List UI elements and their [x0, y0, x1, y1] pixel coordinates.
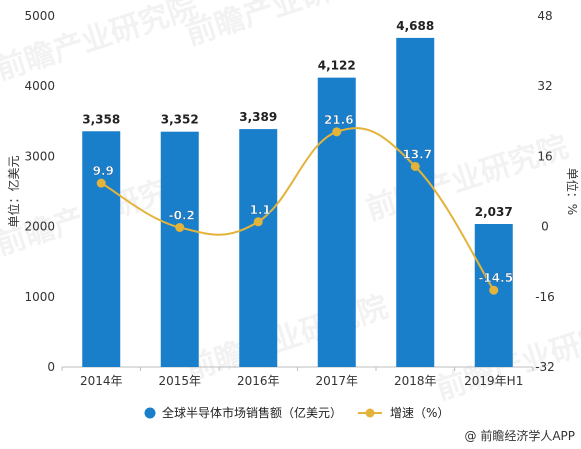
y2-tick-label: -32 [535, 360, 555, 374]
line-point [489, 285, 499, 295]
bar [160, 131, 199, 367]
bar [82, 131, 121, 367]
line-value-label: 9.9 [93, 164, 114, 178]
line-value-label: 13.7 [402, 147, 432, 161]
line-point [96, 178, 106, 188]
line-series [96, 127, 499, 295]
bar-value-label: 3,352 [161, 113, 199, 127]
line-value-label: -14.5 [478, 271, 513, 285]
bar-value-label: 4,688 [396, 19, 434, 33]
y2-tick-label: 32 [537, 79, 552, 93]
legend-swatch-bar [144, 407, 156, 419]
y2-tick-label: 0 [541, 220, 549, 234]
legend: 全球半导体市场销售额（亿美元） 增速（%） [144, 405, 449, 420]
bar [239, 129, 278, 367]
bar-value-label: 4,122 [318, 59, 356, 73]
y-tick-label: 2000 [24, 220, 55, 234]
watermark-text: 前瞻产业研究院 [182, 289, 393, 387]
bar [474, 224, 513, 367]
x-tick-label: 2015年 [158, 374, 201, 388]
y-axis-title: 单位：亿美元 [6, 155, 21, 227]
legend-label-line: 增速（%） [390, 406, 449, 420]
source-credit: @ 前瞻经济学人APP [465, 428, 576, 443]
line-point [175, 222, 185, 232]
y-tick-label: 3000 [24, 149, 55, 163]
x-tick-label: 2016年 [237, 374, 280, 388]
y-tick-label: 1000 [24, 290, 55, 304]
axes: 0 1000 2000 3000 4000 5000 -32 -16 0 16 32 48 2014年 2… [6, 9, 580, 388]
legend-label-bar: 全球半导体市场销售额（亿美元） [162, 405, 342, 420]
watermark-text: 前瞻产业研究院 [182, 0, 393, 53]
y-tick-label: 0 [47, 360, 55, 374]
bar-series [82, 37, 513, 368]
line-labels: 9.9 -0.2 1.1 21.6 13.7 -14.5 [92, 113, 513, 286]
line-value-label: 1.1 [250, 203, 271, 217]
y2-tick-label: -16 [535, 290, 555, 304]
y2-axis-title: 单位：% [565, 168, 580, 215]
bar-value-label: 2,037 [475, 205, 513, 219]
line-point [332, 127, 342, 137]
y2-tick-label: 16 [537, 149, 552, 163]
bar-value-label: 3,358 [82, 112, 120, 126]
bar-labels: 3,358 3,352 3,389 4,122 4,688 2,037 [82, 19, 512, 219]
line-point [253, 217, 263, 227]
x-tick-label: 2017年 [315, 374, 358, 388]
y-tick-label: 5000 [24, 9, 55, 23]
line-value-label: -0.2 [169, 208, 195, 222]
x-tick-label: 2014年 [80, 374, 123, 388]
bar [317, 77, 356, 368]
legend-swatch-point [365, 408, 375, 418]
x-tick-label: 2018年 [394, 374, 437, 388]
y-tick-label: 4000 [24, 79, 55, 93]
bar [396, 37, 435, 367]
bar-value-label: 3,389 [239, 110, 277, 124]
y2-tick-label: 48 [537, 9, 552, 23]
line-point [410, 161, 420, 171]
line-value-label: 21.6 [324, 113, 354, 127]
x-tick-label: 2019年H1 [464, 374, 523, 388]
